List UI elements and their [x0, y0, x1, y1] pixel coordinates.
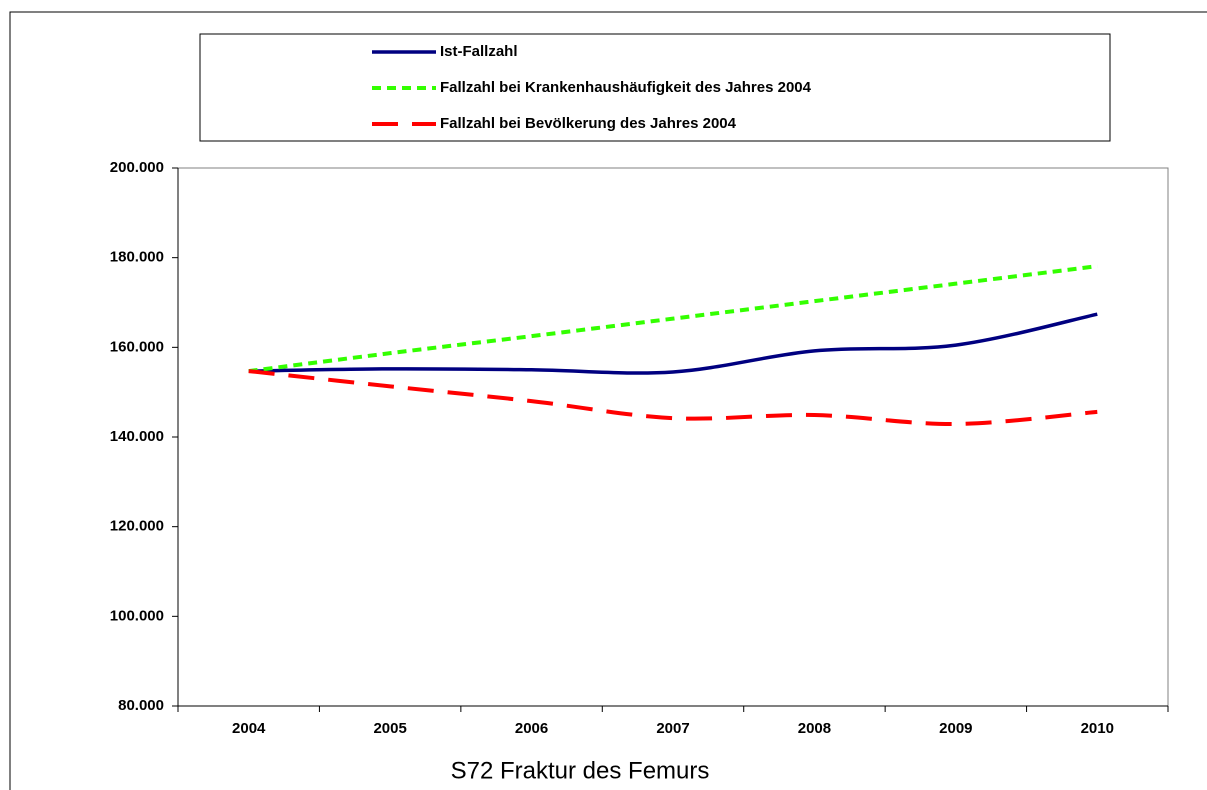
- series-line: [248, 264, 1098, 374]
- x-tick-label: 2007: [656, 720, 689, 737]
- x-tick-label: 2006: [515, 720, 548, 737]
- y-tick-label: 200.000: [110, 159, 164, 176]
- x-tick-label: 2004: [232, 720, 266, 737]
- plot-area: [177, 167, 1169, 707]
- x-tick-label: 2008: [798, 720, 831, 737]
- series-line: [248, 312, 1098, 375]
- legend-box: [199, 33, 1111, 142]
- x-tick-label: 2005: [373, 720, 406, 737]
- y-tick-label: 140.000: [110, 428, 164, 445]
- series-line: [248, 369, 1098, 426]
- legend-label: Ist-Fallzahl: [440, 43, 518, 60]
- y-tick-label: 100.000: [110, 607, 164, 624]
- x-tick-label: 2009: [939, 720, 972, 737]
- x-tick-label: 2010: [1081, 720, 1114, 737]
- y-tick-label: 80.000: [118, 697, 164, 714]
- frame: [9, 11, 1207, 790]
- legend-label: Fallzahl bei Krankenhaushäufigkeit des J…: [440, 79, 812, 96]
- legend-label: Fallzahl bei Bevölkerung des Jahres 2004: [440, 115, 737, 132]
- y-tick-label: 180.000: [110, 249, 164, 266]
- chart-title: S72 Fraktur des Femurs: [451, 757, 710, 784]
- y-tick-label: 120.000: [110, 518, 164, 535]
- y-tick-label: 160.000: [110, 338, 164, 355]
